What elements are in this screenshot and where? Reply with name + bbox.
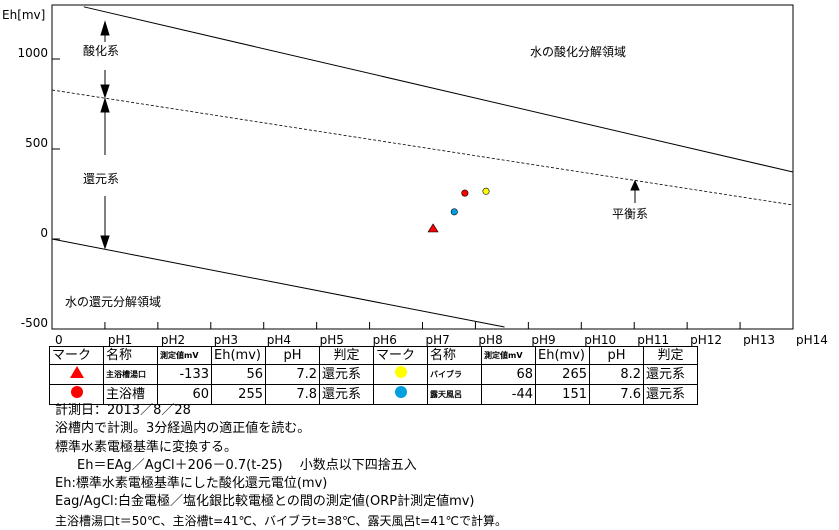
note-temperatures: 主浴槽湯口t＝50℃、主浴槽t=41℃、バイブラt=38℃、露天風呂t=41℃で… (55, 513, 507, 528)
x-tick-label: pH14 (796, 333, 828, 346)
judge-cell: 還元系 (643, 364, 698, 385)
label-oxidation-system: 酸化系 (83, 43, 119, 58)
label-reduction-system: 還元系 (83, 172, 119, 186)
arrow-up-icon (100, 97, 110, 113)
x-tick-label: pH11 (637, 333, 669, 346)
notes: 計測日：2013／8／28 浴槽内で計測。3分経過内の適正値を読む。 標準水素電… (55, 402, 507, 530)
red-circle-icon (70, 386, 83, 398)
note-formula: Eh＝EAg／AgCl＋206－0.7(t-25) 小数点以下四捨五入 (77, 457, 417, 473)
note-eh-definition: Eh:標準水素電極基準にした酸化還元電位(mv) (55, 476, 328, 492)
x-tick-label: pH8 (478, 333, 502, 346)
yellow-circle-icon (394, 366, 407, 378)
note-method: 浴槽内で計測。3分経過内の適正値を読む。 (55, 421, 311, 437)
x-tick-label: pH7 (426, 333, 450, 346)
note-date: 計測日：2013／8／28 (55, 403, 191, 418)
header-cell: 名称 (103, 346, 158, 365)
mark-cell (49, 364, 104, 385)
ph-cell: 8.2 (589, 364, 644, 385)
arrow-up-icon (100, 20, 110, 36)
table-header-row: マーク 名称 測定値mV Eh(mv) pH 判定 マーク 名称 測定値mV E… (49, 346, 698, 365)
name-cell: バイブラ (427, 364, 482, 385)
plot-frame (51, 4, 794, 330)
label-water-oxidation-region: 水の酸化分解領域 (530, 44, 626, 59)
x-tick-label: 0 (55, 333, 63, 346)
header-cell: 判定 (643, 346, 698, 365)
x-tick-label: pH1 (108, 333, 132, 346)
eh-ph-chart: Eh[mv] 0 pH1 pH2 pH3 pH4 pH5 pH6 pH7 pH8 pH9 pH10 p… (2, 4, 828, 346)
header-cell: pH (589, 346, 644, 365)
x-tick-label: pH3 (214, 333, 238, 346)
data-point (427, 223, 439, 233)
arrow-down-icon (100, 84, 110, 99)
eh-cell: 56 (211, 364, 266, 385)
arrow-up-icon (630, 179, 640, 191)
data-point (461, 189, 469, 197)
data-point (450, 208, 458, 216)
name-cell: 主浴槽湯口 (103, 364, 158, 385)
y-tick-label: 1000 (17, 46, 48, 60)
x-tick-label: pH6 (373, 333, 397, 346)
mark-cell (373, 364, 428, 385)
header-cell: 判定 (319, 346, 374, 365)
table-row: 主浴槽 60 255 7.8 還元系 露天風呂 -44 151 7.6 還元系 (49, 384, 698, 405)
header-cell: マーク (373, 346, 428, 365)
header-cell: 測定値mV (481, 346, 536, 365)
x-tick-label: pH4 (267, 333, 291, 346)
eh-cell: 255 (211, 384, 266, 405)
header-cell: 名称 (427, 346, 482, 365)
red-triangle-icon (69, 366, 84, 378)
x-tick-label: pH9 (531, 333, 555, 346)
x-tick-label: pH5 (320, 333, 344, 346)
blue-circle-icon (394, 386, 407, 398)
header-cell: Eh(mv) (211, 346, 266, 365)
table-row: 主浴槽湯口 -133 56 7.2 還元系 バイブラ 68 265 8.2 還元… (49, 364, 698, 385)
ph-cell: 7.8 (265, 384, 320, 405)
x-tick-label: pH12 (690, 333, 722, 346)
label-water-reduction-region: 水の還元分解領域 (65, 294, 161, 309)
note-eag-definition: Eag/AgCl:白金電極／塩化銀比較電極との間の測定値(ORP計測定値mv) (55, 494, 475, 510)
x-tick-label: pH2 (161, 333, 185, 346)
header-cell: マーク (49, 346, 104, 365)
measurement-table: マーク 名称 測定値mV Eh(mv) pH 判定 マーク 名称 測定値mV E… (49, 346, 698, 405)
header-cell: 測定値mV (157, 346, 212, 365)
judge-cell: 還元系 (319, 384, 374, 405)
eh-cell: 265 (535, 364, 590, 385)
equilibrium-line (51, 89, 794, 206)
y-tick-label: 0 (40, 226, 48, 240)
mv-cell: -133 (157, 364, 212, 385)
header-cell: Eh(mv) (535, 346, 590, 365)
y-axis-label: Eh[mv] (2, 8, 45, 22)
mv-cell: 60 (157, 384, 212, 405)
arrows (100, 20, 640, 250)
x-tick-label: pH13 (743, 333, 775, 346)
name-cell: 主浴槽 (103, 384, 158, 405)
ph-cell: 7.2 (265, 364, 320, 385)
mv-cell: -44 (481, 384, 536, 405)
oxidation-limit-line (83, 6, 794, 173)
y-tick-label: -500 (21, 316, 48, 330)
header-cell: pH (265, 346, 320, 365)
reduction-limit-line (51, 238, 505, 328)
judge-cell: 還元系 (643, 384, 698, 405)
arrow-down-icon (100, 235, 110, 250)
judge-cell: 還元系 (319, 364, 374, 385)
note-conversion: 標準水素電極基準に変換する。 (55, 439, 238, 455)
eh-cell: 151 (535, 384, 590, 405)
label-equilibrium-system: 平衡系 (612, 207, 648, 221)
mv-cell: 68 (481, 364, 536, 385)
y-tick-label: 500 (25, 136, 48, 150)
ph-cell: 7.6 (589, 384, 644, 405)
x-tick-label: pH10 (584, 333, 616, 346)
data-point (482, 187, 490, 195)
